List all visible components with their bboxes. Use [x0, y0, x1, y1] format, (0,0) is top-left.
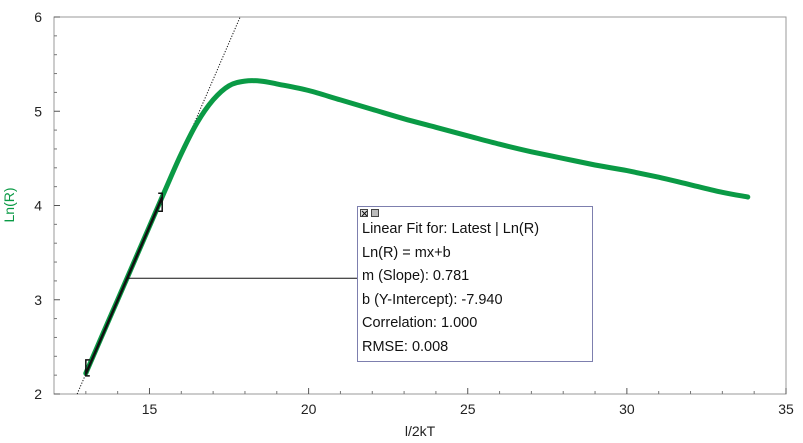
y-tick-label: 3: [34, 292, 42, 308]
y-tick-label: 5: [34, 103, 42, 119]
x-tick-label: 30: [619, 401, 635, 417]
fit-range-bracket-right: [158, 192, 163, 213]
y-axis-label: Ln(R): [1, 187, 17, 222]
linear-fit-line: [84, 196, 164, 375]
fit-rmse: RMSE: 0.008: [362, 338, 449, 355]
fit-correlation: Correlation: 1.000: [362, 315, 478, 331]
options-icon[interactable]: [371, 209, 379, 217]
axis-ticks: [54, 16, 787, 395]
linear-fit-info-box[interactable]: Linear Fit for: Latest | Ln(R) Ln(R) = m…: [357, 206, 593, 362]
y-tick-label: 6: [34, 9, 42, 25]
y-tick-label: 4: [34, 198, 42, 214]
x-tick-label: 15: [142, 401, 158, 417]
x-axis-label: l/2kT: [405, 423, 436, 439]
x-tick-label: 20: [301, 401, 317, 417]
fit-box-title-bar[interactable]: [358, 207, 592, 218]
fit-title: Linear Fit for: Latest | Ln(R): [362, 221, 540, 237]
x-tick-label: 35: [778, 401, 794, 417]
fit-slope: m (Slope): 0.781: [362, 268, 470, 284]
axis-tick-labels: 15 20 25 30 35 2 3 4 5 6: [34, 9, 794, 417]
x-tick-label: 25: [460, 401, 476, 417]
y-tick-label: 2: [34, 386, 42, 402]
fit-intercept: b (Y-Intercept): -7.940: [362, 291, 503, 308]
fit-range-bracket-left: [85, 359, 90, 377]
fit-equation: Ln(R) = mx+b: [362, 244, 451, 261]
close-icon[interactable]: [360, 209, 368, 217]
